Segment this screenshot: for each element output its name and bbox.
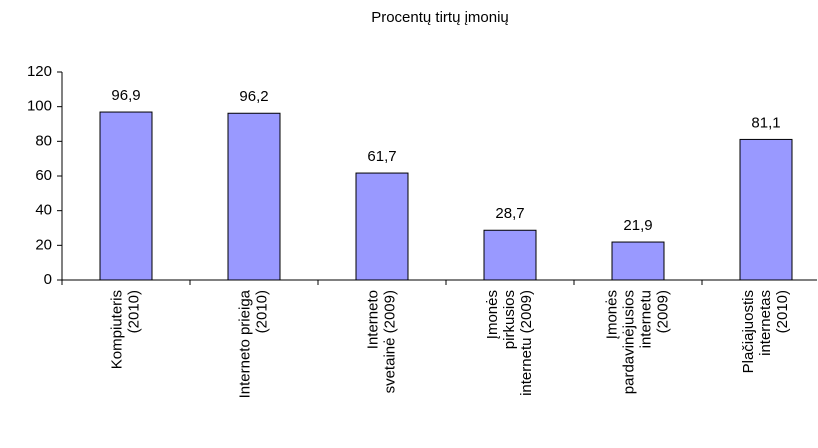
x-tick-label: Interneto prieiga(2010) — [236, 289, 270, 398]
x-tick-label-line: (2009) — [654, 290, 671, 333]
x-tick-label: Įmonėspirkusiosinternetu (2009) — [484, 290, 535, 396]
value-label: 28,7 — [495, 205, 524, 222]
value-label: 96,9 — [111, 87, 140, 104]
x-tick-label-line: internetu (2009) — [518, 290, 535, 396]
x-tick-label-line: (2010) — [774, 290, 791, 333]
y-tick-label: 80 — [35, 132, 52, 149]
x-tick-label-line: svetainė (2009) — [381, 290, 398, 393]
y-tick-label: 40 — [35, 202, 52, 219]
x-tick-label: Kompiuteris(2010) — [108, 290, 142, 369]
value-label: 21,9 — [623, 217, 652, 234]
bar — [611, 241, 665, 281]
x-tick-label: Internetosvetainė (2009) — [364, 290, 398, 393]
x-tick-label-line: Įmonės — [484, 290, 501, 339]
x-tick-label-line: internetas — [757, 290, 774, 356]
x-tick-label-line: Įmonės — [603, 290, 620, 339]
y-tick-label: 60 — [35, 167, 52, 184]
x-tick-label-line: Kompiuteris — [108, 290, 125, 369]
x-tick-label-line: Interneto prieiga — [236, 289, 253, 398]
x-tick-label-line: internetu — [637, 290, 654, 348]
x-tick-label-line: (2010) — [253, 290, 270, 333]
bar — [227, 112, 281, 281]
x-tick-label-line: (2010) — [125, 290, 142, 333]
bar — [355, 172, 409, 281]
y-tick-label: 100 — [27, 98, 52, 115]
bar — [483, 229, 537, 281]
x-tick-label-line: pirkusios — [501, 290, 518, 349]
x-tick-label: Įmonėspardavinėjusiosinternetu(2009) — [603, 290, 671, 394]
x-tick-label: Plačiajuostisinternetas(2010) — [740, 290, 791, 373]
x-tick-label-line: Plačiajuostis — [740, 290, 757, 373]
x-tick-label-line: Interneto — [364, 290, 381, 349]
value-label: 96,2 — [239, 88, 268, 105]
y-tick-label: 0 — [44, 271, 52, 288]
value-label: 61,7 — [367, 148, 396, 165]
bar — [99, 111, 153, 281]
x-tick-label-line: pardavinėjusios — [620, 290, 637, 394]
y-tick-label: 120 — [27, 63, 52, 80]
y-tick-label: 20 — [35, 236, 52, 253]
value-label: 81,1 — [751, 114, 780, 131]
chart-title: Procentų tirtų įmonių — [371, 9, 509, 26]
bar — [739, 138, 793, 281]
